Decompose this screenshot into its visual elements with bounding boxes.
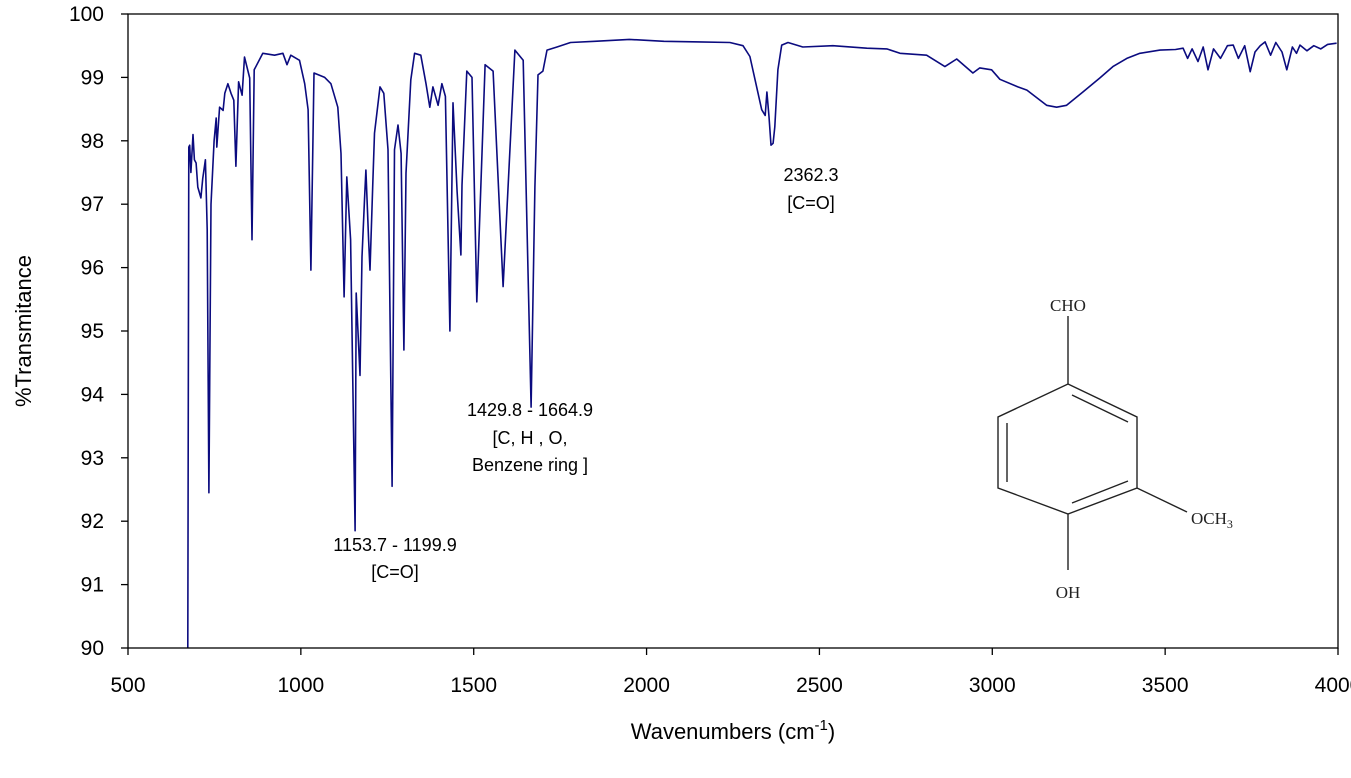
x-tick-label: 2000 bbox=[623, 674, 670, 697]
x-tick-label: 3000 bbox=[969, 674, 1016, 697]
y-tick-label: 99 bbox=[81, 66, 104, 89]
y-tick-label: 92 bbox=[81, 510, 104, 533]
annotation-1429-1664: 1429.8 - 1664.9 [C, H , O, Benzene ring … bbox=[467, 400, 593, 475]
y-tick-label: 98 bbox=[81, 130, 104, 153]
x-tick-label: 2500 bbox=[796, 674, 843, 697]
structure-label-och3: OCH3 bbox=[1191, 509, 1233, 531]
y-tick-label: 95 bbox=[81, 320, 104, 343]
structure-label-cho: CHO bbox=[1050, 296, 1086, 315]
annotation-2362: 2362.3 [C=O] bbox=[783, 165, 838, 213]
x-tick-label: 3500 bbox=[1142, 674, 1189, 697]
plot-area-frame bbox=[127, 13, 1339, 649]
y-tick-label: 94 bbox=[81, 383, 105, 406]
y-axis-label: %Transmitance bbox=[11, 255, 36, 407]
annotation-line: [C=O] bbox=[371, 562, 419, 582]
y-tick-label: 93 bbox=[81, 447, 104, 470]
spectrum-series-line bbox=[187, 38, 1337, 649]
y-tick-label: 100 bbox=[69, 3, 104, 26]
x-tick-label: 1000 bbox=[277, 674, 324, 697]
y-tick-label: 97 bbox=[81, 193, 104, 216]
x-tick-label: 1500 bbox=[450, 674, 497, 697]
x-axis-label: Wavenumbers (cm-1) bbox=[631, 717, 835, 744]
x-tick-label: 500 bbox=[110, 674, 145, 697]
annotation-line: [C, H , O, bbox=[492, 428, 567, 448]
y-tick-label: 96 bbox=[81, 257, 104, 280]
annotation-1153-1199: 1153.7 - 1199.9 [C=O] bbox=[333, 535, 456, 582]
vanillin-structure bbox=[997, 316, 1188, 570]
annotation-line: 2362.3 bbox=[783, 165, 838, 185]
annotation-line: Benzene ring ] bbox=[472, 455, 588, 475]
x-tick-label: 4000 bbox=[1315, 674, 1351, 697]
structure-label-oh: OH bbox=[1056, 583, 1081, 602]
annotation-line: 1153.7 - 1199.9 bbox=[333, 535, 456, 555]
annotation-line: 1429.8 - 1664.9 bbox=[467, 400, 593, 420]
y-axis-ticks: 90 91 92 93 94 95 96 97 98 99 100 bbox=[69, 3, 128, 660]
annotation-line: [C=O] bbox=[787, 193, 835, 213]
y-tick-label: 90 bbox=[81, 637, 104, 660]
y-tick-label: 91 bbox=[81, 574, 104, 597]
x-axis-ticks: 500 1000 1500 2000 2500 3000 3500 4000 bbox=[110, 648, 1351, 697]
